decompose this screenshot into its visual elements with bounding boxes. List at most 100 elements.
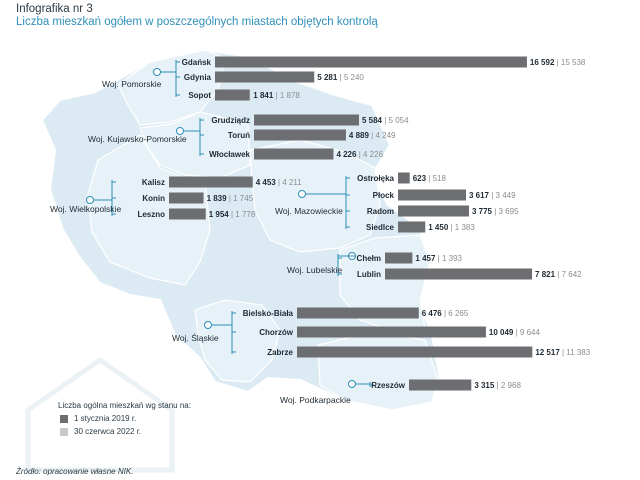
hub-woj-l-skie — [204, 321, 212, 329]
value-label-ostro-ka: 623 | 518 — [413, 174, 447, 183]
value-2022-konin: | 1 745 — [227, 194, 254, 203]
value-2019-bielsko-bia-a: 6 476 — [422, 309, 443, 318]
value-2022-zabrze: | 11 383 — [560, 348, 591, 357]
region-label-woj-lubelskie: Woj. Lubelskie — [287, 265, 342, 275]
city-label-siedlce: Siedlce — [366, 223, 395, 232]
bar-2019-siedlce — [398, 221, 426, 233]
value-2022-radom: | 3 695 — [492, 207, 519, 216]
value-2022-gda-sk: | 15 538 — [554, 58, 586, 67]
bar-2019-p-ock — [398, 189, 466, 201]
value-2019-p-ock: 3 617 — [469, 191, 490, 200]
bar-2019-ostro-ka — [398, 172, 410, 184]
bar-2019-gda-sk — [215, 56, 527, 68]
hub-woj-wielkopolskie — [86, 196, 94, 204]
value-2022-chorz-w: | 9 644 — [513, 328, 540, 337]
value-label-sopot: 1 841 | 1 878 — [253, 91, 300, 100]
value-label-zabrze: 12 517 | 11 383 — [535, 348, 590, 357]
city-label-w-oc-awek: Włocławek — [209, 150, 250, 159]
city-label-lublin: Lublin — [357, 270, 381, 279]
infographic-subtitle: Liczba mieszkań ogółem w poszczególnych … — [16, 16, 378, 28]
value-2022-p-ock: | 3 449 — [489, 191, 516, 200]
region-label-woj-kujawsko-pomorskie: Woj. Kujawsko-Pomorskie — [88, 134, 187, 144]
value-2019-toru-: 4 889 — [349, 131, 370, 140]
city-label-bielsko-bia-a: Bielsko-Biała — [243, 309, 294, 318]
legend-title: Liczba ogólna mieszkań wg stanu na: — [58, 401, 191, 410]
city-label-leszno: Leszno — [137, 210, 165, 219]
infographic-title: Infografika nr 3 — [16, 3, 93, 15]
city-label-chorz-w: Chorzów — [259, 328, 294, 337]
value-2019-gda-sk: 16 592 — [530, 58, 555, 67]
hub-woj-pomorskie — [153, 68, 161, 76]
legend-item-2019: 1 stycznia 2019 r. — [60, 414, 191, 423]
value-label-lublin: 7 821 | 7 642 — [535, 270, 582, 279]
value-2019-w-oc-awek: 4 226 — [336, 150, 357, 159]
region-kujawsko-pomorskie-shape — [139, 111, 251, 179]
city-label-rzesz-w: Rzeszów — [371, 381, 406, 390]
value-2019-leszno: 1 954 — [209, 210, 230, 219]
bar-2019-sopot — [215, 89, 250, 101]
value-2022-ostro-ka: | 518 — [426, 174, 446, 183]
value-2022-grudzi-dz: | 5 054 — [382, 116, 409, 125]
value-2019-radom: 3 775 — [472, 207, 493, 216]
value-2019-lublin: 7 821 — [535, 270, 556, 279]
value-2022-sopot: | 1 878 — [273, 91, 300, 100]
legend-swatch-2019 — [60, 414, 68, 423]
value-label-grudzi-dz: 5 584 | 5 054 — [362, 116, 409, 125]
city-label-grudzi-dz: Grudziądz — [211, 116, 250, 125]
value-2019-che-m: 1 457 — [415, 254, 436, 263]
city-label-gda-sk: Gdańsk — [182, 58, 212, 67]
house-outline-icon — [25, 356, 175, 473]
value-label-che-m: 1 457 | 1 393 — [415, 254, 462, 263]
hub-woj-podkarpackie — [348, 380, 356, 388]
value-2022-lublin: | 7 642 — [555, 270, 582, 279]
value-label-rzesz-w: 3 315 | 2 968 — [474, 381, 521, 390]
legend: Liczba ogólna mieszkań wg stanu na: 1 st… — [58, 401, 191, 436]
value-label-toru-: 4 889 | 4 249 — [349, 131, 396, 140]
city-label-radom: Radom — [367, 207, 394, 216]
bar-2019-che-m — [385, 252, 413, 264]
value-label-radom: 3 775 | 3 695 — [472, 207, 519, 216]
region-slaskie-shape — [194, 299, 281, 383]
value-2022-w-oc-awek: | 4 226 — [356, 150, 383, 159]
value-2022-gdynia: | 5 240 — [337, 73, 364, 82]
value-label-chorz-w: 10 049 | 9 644 — [489, 328, 541, 337]
value-label-gda-sk: 16 592 | 15 538 — [530, 58, 586, 67]
hub-woj-mazowieckie — [298, 190, 306, 198]
legend-swatch-2022 — [60, 427, 68, 436]
region-label-woj-podkarpackie: Woj. Podkarpackie — [280, 395, 351, 405]
value-2022-siedlce: | 1 383 — [448, 223, 475, 232]
bar-2019-radom — [398, 205, 469, 217]
city-label-sopot: Sopot — [188, 91, 211, 100]
value-label-kalisz: 4 453 | 4 211 — [256, 178, 303, 187]
bar-2019-konin — [169, 192, 204, 204]
value-label-konin: 1 839 | 1 745 — [207, 194, 254, 203]
value-2019-chorz-w: 10 049 — [489, 328, 514, 337]
region-label-woj-l-skie: Woj. Śląskie — [172, 332, 219, 343]
value-2019-kalisz: 4 453 — [256, 178, 277, 187]
value-2022-leszno: | 1 778 — [229, 210, 256, 219]
city-label-ostro-ka: Ostrołęka — [357, 174, 394, 183]
city-label-konin: Konin — [142, 194, 165, 203]
city-label-kalisz: Kalisz — [142, 178, 165, 187]
source-note: Źródło: opracowanie własne NIK. — [16, 467, 134, 476]
value-2019-ostro-ka: 623 — [413, 174, 427, 183]
region-label-woj-mazowieckie: Woj. Mazowieckie — [275, 206, 343, 216]
value-2022-che-m: | 1 393 — [435, 254, 462, 263]
bar-2019-toru- — [254, 129, 346, 141]
legend-label-2019: 1 stycznia 2019 r. — [74, 414, 137, 423]
value-2019-grudzi-dz: 5 584 — [362, 116, 383, 125]
value-2019-sopot: 1 841 — [253, 91, 274, 100]
bar-2019-bielsko-bia-a — [297, 307, 419, 319]
legend-item-2022: 30 czerwca 2022 r. — [60, 427, 191, 436]
bar-2019-gdynia — [215, 71, 315, 83]
bar-2019-zabrze — [297, 346, 533, 358]
value-label-p-ock: 3 617 | 3 449 — [469, 191, 516, 200]
value-2022-toru-: | 4 249 — [369, 131, 396, 140]
city-label-zabrze: Zabrze — [267, 348, 293, 357]
city-label-toru-: Toruń — [228, 131, 250, 140]
legend-label-2022: 30 czerwca 2022 r. — [74, 427, 142, 436]
value-2022-rzesz-w: | 2 968 — [494, 381, 521, 390]
region-label-woj-pomorskie: Woj. Pomorskie — [102, 79, 162, 89]
